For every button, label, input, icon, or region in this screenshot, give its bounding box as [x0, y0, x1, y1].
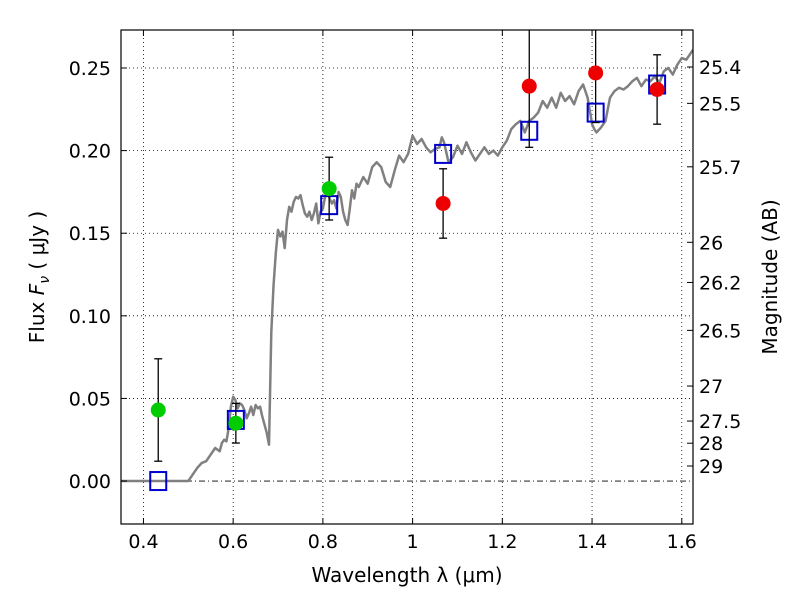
right-tick-label: 25.5: [699, 93, 741, 115]
right-tick-label: 29: [699, 456, 723, 478]
x-axis-label: Wavelength λ (μm): [311, 563, 502, 587]
right-tick-label: 26.2: [699, 272, 741, 294]
y-axis-label-subscript: ν: [37, 276, 53, 284]
observed-point: [228, 415, 244, 431]
observed-point: [435, 195, 451, 211]
y-tick-label: 0.00: [69, 471, 111, 493]
y-axis-right-label: Magnitude (AB): [758, 199, 782, 354]
y-axis-label-prefix: Flux: [25, 295, 49, 343]
right-tick-label: 27.5: [699, 411, 741, 433]
y-tick-label: 0.25: [69, 58, 111, 80]
right-tick-label: 27: [699, 376, 723, 398]
observed-point: [649, 81, 665, 97]
observed-point: [321, 181, 337, 197]
grid-lines: [121, 30, 693, 524]
right-tick-label: 28: [699, 433, 723, 455]
right-tick-label: 25.4: [699, 57, 741, 79]
right-tick-label: 26.5: [699, 320, 741, 342]
model-spectrum-line: [121, 49, 693, 483]
plot-frame: [120, 29, 694, 525]
series-layer: [121, 30, 693, 492]
x-tick-label: 1.6: [667, 531, 697, 553]
model-band-square: [434, 143, 453, 164]
x-tick-label: 1.4: [577, 531, 607, 553]
y-tick-label: 0.10: [69, 306, 111, 328]
x-tick-label: 0.4: [128, 531, 158, 553]
x-tick-label: 0.6: [218, 531, 248, 553]
y-tick-label: 0.05: [69, 388, 111, 410]
x-tick-label: 1: [407, 531, 419, 553]
y-tick-label: 0.15: [69, 223, 111, 245]
observed-point: [588, 65, 604, 81]
axis-ticks: 0.4 0.6 0.8 1 1.2 1.4 1.6 0.00 0.05 0.10 0.15 0.20 0…: [69, 30, 741, 553]
right-tick-label: 26: [699, 232, 723, 254]
y-axis-label-unit: ( μJy ): [25, 211, 49, 276]
model-band-square: [149, 471, 168, 492]
y-axis-label: Flux Fν ( μJy ): [25, 211, 53, 343]
x-tick-label: 0.8: [308, 531, 338, 553]
right-tick-label: 25.7: [699, 157, 741, 179]
observed-point: [521, 78, 537, 94]
observed-point: [150, 402, 166, 418]
y-axis-label-symbol: F: [25, 283, 49, 295]
x-tick-label: 1.2: [487, 531, 517, 553]
y-tick-label: 0.20: [69, 141, 111, 163]
